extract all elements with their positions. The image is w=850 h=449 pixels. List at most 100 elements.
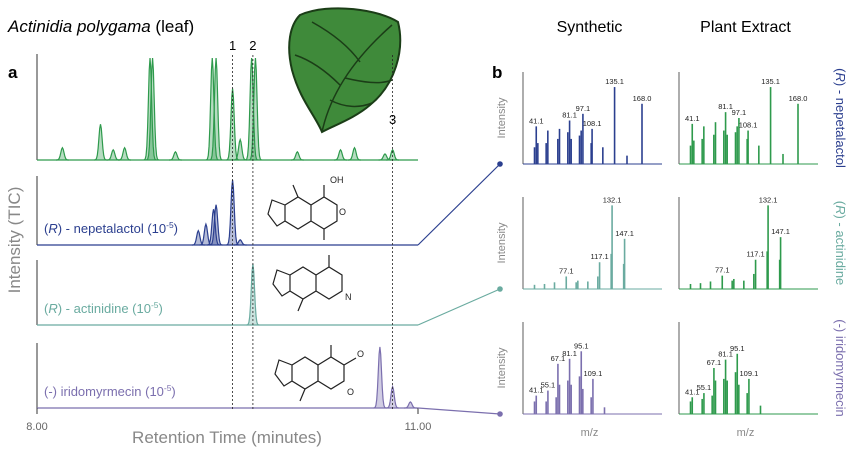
label-part: ) - nepetalactol (10 [58, 221, 166, 236]
label-part: ( [44, 301, 49, 316]
peak-label: 132.1 [603, 195, 622, 204]
label-part: ( [833, 68, 848, 73]
leaf-illustration [288, 7, 402, 134]
label-part: ( [44, 221, 49, 236]
peak-label: 117.1 [746, 250, 764, 259]
peak-label: 109.1 [584, 369, 603, 378]
peak [233, 137, 247, 161]
structure-nepetalactol: OH O [267, 175, 346, 240]
peak [146, 57, 160, 161]
marker-label: 2 [249, 38, 256, 53]
connector-dot [497, 411, 503, 417]
y-axis-label: Intensity [496, 97, 508, 138]
peak-label: 95.1 [574, 341, 589, 350]
column-title: Plant Extract [700, 19, 791, 36]
peak-label: 108.1 [739, 121, 758, 130]
peak [209, 57, 223, 161]
peak-label: 81.1 [718, 102, 733, 111]
peak [118, 146, 132, 161]
x-axis-label: m/z [581, 427, 599, 439]
peak-label: 168.0 [633, 94, 652, 103]
label-part: (-) iridomyrmecin [833, 319, 848, 417]
panel-letter: a [8, 63, 18, 82]
peak [248, 57, 262, 161]
peak [143, 57, 157, 161]
column-title: Synthetic [557, 19, 623, 36]
label-part: ) - nepetalactol [833, 82, 848, 168]
trace-label: (-) iridomyrmecin (10-5) [44, 383, 176, 399]
peak [348, 146, 361, 161]
peak-label: 95.1 [730, 344, 745, 353]
peak-label: 81.1 [562, 111, 577, 120]
title-suffix: (leaf) [151, 17, 194, 36]
label-part: R [48, 301, 57, 316]
peak-label: 132.1 [759, 195, 778, 204]
connector [417, 288, 501, 326]
peak [205, 57, 219, 161]
peak-label: 147.1 [615, 229, 634, 238]
svg-text:O: O [357, 349, 364, 359]
label-part: ) - actinidine [833, 214, 848, 285]
x-tick-label: 11.00 [405, 421, 432, 433]
peak-label: 81.1 [718, 350, 733, 359]
peak [169, 150, 182, 161]
peak-label: 41.1 [685, 387, 700, 396]
peak-label: 77.1 [715, 266, 730, 275]
peak [106, 148, 120, 161]
y-axis-label: Intensity [496, 222, 508, 263]
peak [209, 204, 223, 246]
peak [245, 57, 259, 161]
label-part: -5 [151, 300, 159, 310]
label-part: ( [833, 201, 848, 206]
marker-label: 3 [389, 112, 396, 127]
peak-label: 97.1 [576, 104, 591, 113]
peak-label: 81.1 [562, 349, 577, 358]
connector [417, 407, 501, 415]
peak-label: 109.1 [740, 369, 759, 378]
svg-text:N: N [345, 292, 352, 302]
connector-dot [497, 161, 503, 167]
peak-label: 77.1 [559, 266, 574, 275]
svg-text:O: O [339, 207, 346, 217]
peak-label: 67.1 [551, 354, 566, 363]
peak [378, 153, 392, 161]
connector [417, 163, 501, 246]
species: Actinidia polygama [7, 17, 151, 36]
svg-text:OH: OH [330, 175, 344, 185]
peak-label: 97.1 [732, 108, 747, 117]
peak-label: 135.1 [605, 77, 624, 86]
peak-label: 117.1 [590, 252, 608, 261]
peak [55, 146, 69, 161]
connector-dot [497, 286, 503, 292]
peak-label: 67.1 [707, 358, 722, 367]
panel-title: Actinidia polygama (leaf) [7, 17, 194, 36]
peak [233, 239, 247, 246]
peak-label: 41.1 [529, 386, 544, 395]
y-axis-label: Intensity (TIC) [5, 187, 24, 294]
peak [290, 150, 304, 161]
structure-iridomyrmecin: O O [274, 345, 364, 402]
peak [199, 222, 213, 246]
label-part: ) - actinidine (10 [58, 301, 151, 316]
label-part: -5 [164, 383, 172, 393]
row-label: (R) - nepetalactol [833, 68, 848, 168]
label-part: ) [174, 221, 178, 236]
peak [191, 229, 205, 246]
label-part: R [48, 221, 57, 236]
peak [373, 346, 387, 409]
label-part: ) [158, 301, 162, 316]
label-part: (-) iridomyrmecin (10 [44, 384, 164, 399]
label-part: R [833, 205, 848, 214]
peak-label: 41.1 [529, 116, 544, 125]
peak [334, 148, 347, 161]
label-part: ) [171, 384, 175, 399]
structure-actinidine: N [272, 255, 352, 312]
trace-label: (R) - actinidine (10-5) [44, 300, 163, 316]
peak-label: 55.1 [697, 383, 712, 392]
peak-label: 135.1 [761, 77, 780, 86]
panel-letter: b [492, 63, 502, 82]
peak-label: 55.1 [541, 381, 556, 390]
x-axis-label: m/z [737, 427, 755, 439]
